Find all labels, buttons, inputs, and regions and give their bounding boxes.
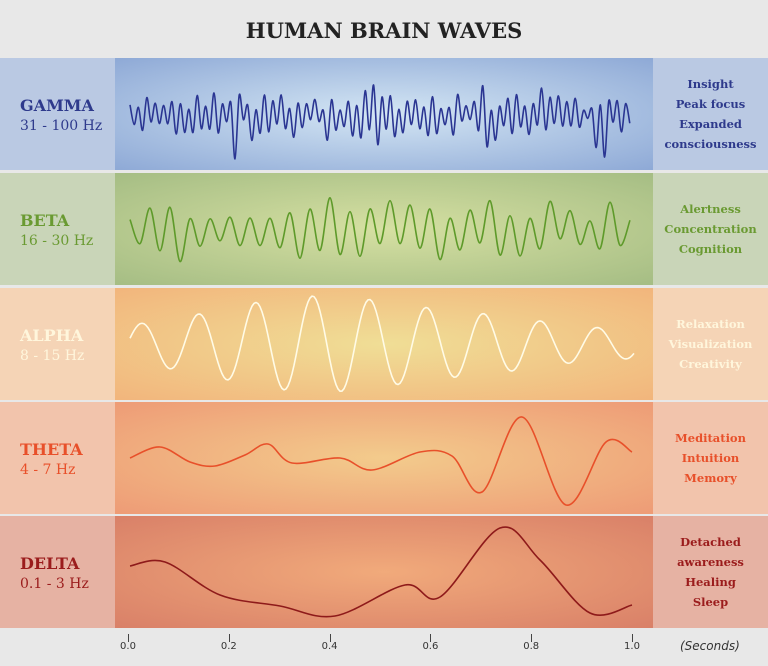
band-name: DELTA [20,554,80,573]
axis-unit: (Seconds) [680,639,740,653]
effect-label: Alertness [680,202,741,216]
effect-label: Meditation [675,431,746,445]
band-name: ALPHA [20,326,84,345]
effect-label: Memory [684,471,737,485]
band-frequency: 0.1 - 3 Hz [20,576,89,592]
axis-tick-label: 0.6 [422,641,439,652]
effect-label: consciousness [664,137,757,151]
axis-tick-label: 1.0 [624,641,640,652]
effect-label: Cognition [678,242,743,256]
effects-panel: Insight Peak focus Expanded consciousness [653,58,768,170]
axis-tick-label: 0.8 [523,641,540,652]
wave-panel [115,402,653,514]
effect-label: Healing [685,575,736,589]
effects-panel: Alertness Concentration Cognition [653,173,768,285]
delta-wave [129,526,633,618]
effects-panel: Meditation Intuition Memory [653,402,768,514]
effect-label: Relaxation [676,317,745,331]
band-name: THETA [20,440,83,459]
band-label-panel: ALPHA 8 - 15 Hz [0,288,115,400]
wave-panel [115,516,653,628]
band-label-panel: DELTA 0.1 - 3 Hz [0,516,115,628]
band-label-panel: GAMMA 31 - 100 Hz [0,58,115,170]
band-row-beta: BETA 16 - 30 Hz Alertness Concentration Co… [0,173,768,285]
band-frequency: 16 - 30 Hz [20,233,94,249]
band-name: BETA [20,211,70,230]
band-label-panel: THETA 4 - 7 Hz [0,402,115,514]
effect-label: Expanded [679,117,742,131]
axis-tick [430,634,432,642]
axis-tick [329,634,331,642]
effect-label: Insight [687,77,734,91]
effect-label: Detached [680,535,741,549]
effect-label: Peak focus [675,97,746,111]
page-title: HUMAN BRAIN WAVES [245,18,523,43]
band-row-delta: DELTA 0.1 - 3 Hz Detached awareness Healin… [0,516,768,628]
band-name: GAMMA [20,96,94,115]
effects-panel: Detached awareness Healing Sleep [653,516,768,628]
axis-tick [228,634,230,642]
effect-label: Sleep [692,595,729,609]
band-row-alpha: ALPHA 8 - 15 Hz Relaxation Visualization C… [0,288,768,400]
band-row-theta: THETA 4 - 7 Hz Meditation Intuition Memory [0,402,768,514]
axis-tick [531,634,533,642]
beta-wave [129,197,631,263]
effect-label: awareness [677,555,744,569]
axis-tick-label: 0.4 [321,641,338,652]
band-frequency: 8 - 15 Hz [20,348,85,364]
alpha-wave [129,295,635,392]
axis-tick [632,634,633,642]
band-label-panel: BETA 16 - 30 Hz [0,173,115,285]
gamma-wave [129,84,631,160]
effects-panel: Relaxation Visualization Creativity [653,288,768,400]
axis-tick [128,634,129,642]
axis-tick-label: 0.0 [120,641,136,652]
theta-wave [129,416,633,506]
effect-label: Creativity [679,357,742,371]
band-frequency: 4 - 7 Hz [20,462,76,478]
effect-label: Visualization [668,337,753,351]
axis-tick-label: 0.2 [220,641,237,652]
band-frequency: 31 - 100 Hz [20,118,103,134]
effect-label: Concentration [664,222,757,236]
effect-label: Intuition [681,451,740,465]
